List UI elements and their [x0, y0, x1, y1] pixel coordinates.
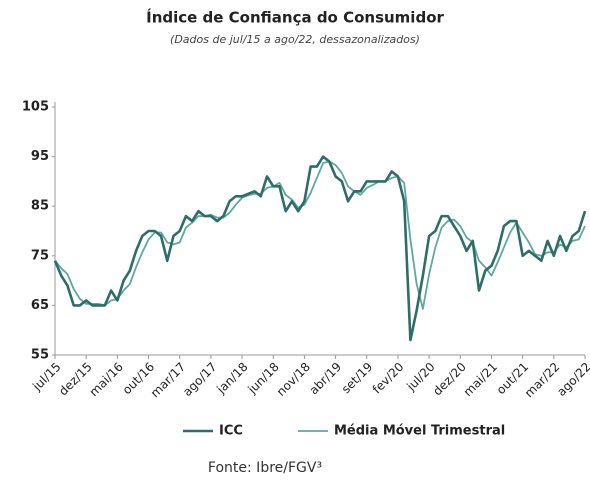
legend-label: Média Móvel Trimestral: [334, 424, 505, 439]
source: Fonte: Ibre/FGV³: [208, 460, 322, 476]
y-tick-label: 95: [31, 149, 49, 164]
y-tick-label: 65: [31, 298, 49, 313]
y-tick-label: 85: [31, 199, 49, 214]
x-tick-label: mar/17: [148, 360, 189, 401]
x-tick-label: set/19: [339, 360, 376, 397]
x-tick-label: ago/22: [554, 360, 590, 399]
y-tick-label: 105: [22, 100, 49, 115]
series-line: [54, 160, 586, 310]
chart-title: Índice de Confiança do Consumidor: [146, 8, 444, 27]
x-tick-label: abr/19: [307, 360, 345, 398]
x-tick-label: fev/20: [370, 360, 407, 397]
y-tick-label: 55: [31, 348, 49, 363]
x-tick-label: nov/18: [274, 360, 313, 399]
x-tick-label: mai/21: [461, 360, 500, 399]
chart-subtitle: (Dados de jul/15 a ago/22, dessazonaliza…: [170, 33, 420, 46]
series-line: [53, 155, 587, 342]
x-tick-label: mai/16: [87, 360, 126, 399]
legend-label: ICC: [219, 424, 243, 439]
x-tick-label: ago/17: [180, 360, 219, 399]
x-tick-label: mar/22: [522, 360, 563, 401]
x-tick-label: jan/18: [213, 360, 250, 397]
y-tick-label: 75: [31, 248, 49, 263]
